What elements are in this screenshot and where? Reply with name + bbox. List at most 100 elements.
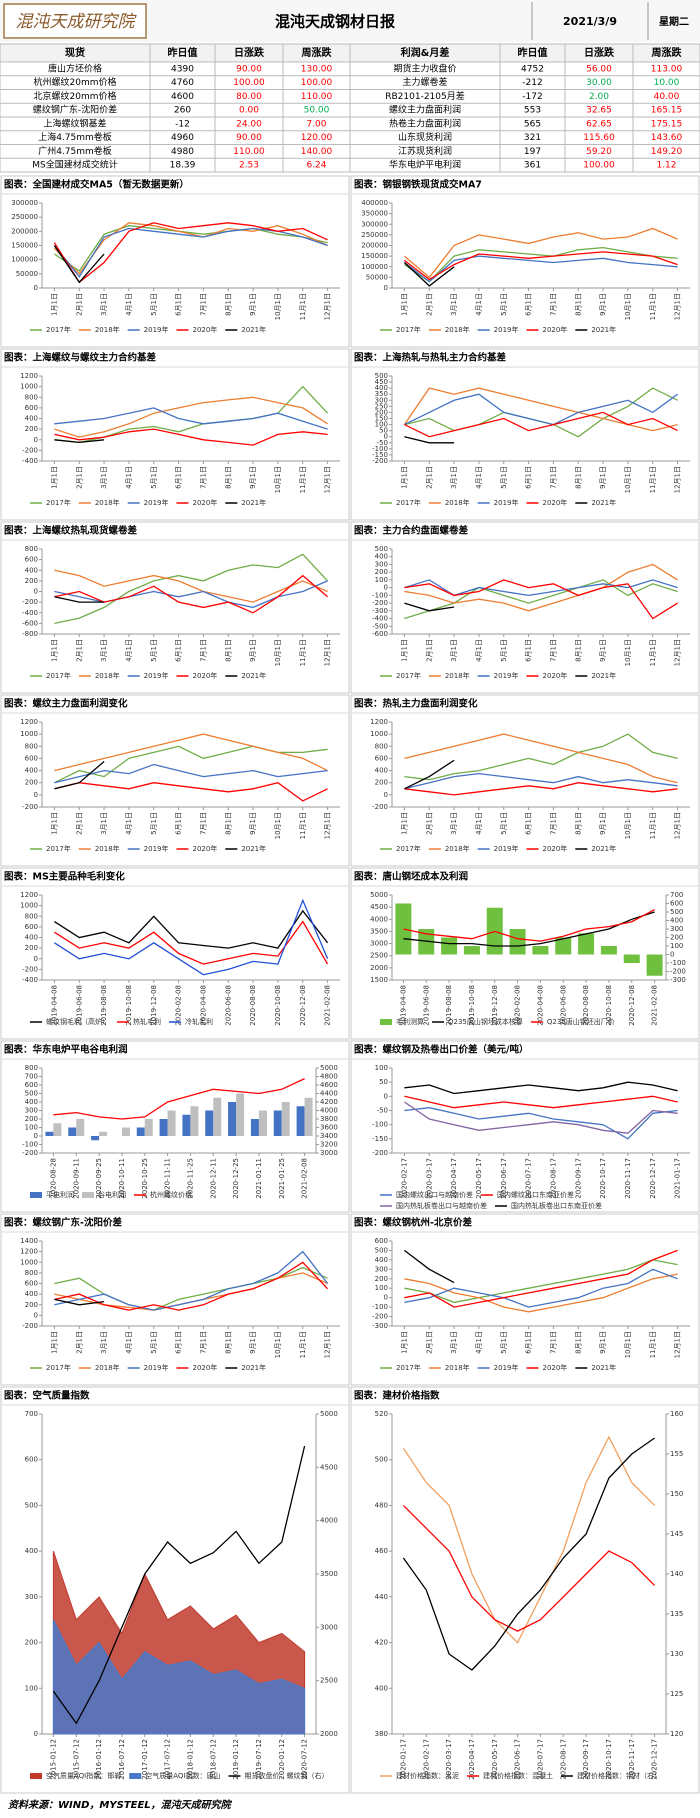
legend-label: 2021年 bbox=[241, 1363, 266, 1372]
x-tick-label: 10月1日 bbox=[274, 293, 282, 320]
legend-label: 2019年 bbox=[144, 1363, 169, 1372]
x-tick-label: 9月1日 bbox=[249, 466, 257, 489]
x-tick-label: 5月1日 bbox=[150, 466, 158, 489]
x-tick-label: 5月1日 bbox=[150, 639, 158, 662]
x-tick-label: 1月1日 bbox=[50, 1331, 58, 1354]
x-tick-label: 2020-10-25 bbox=[141, 1158, 149, 1199]
legend-label: 2017年 bbox=[46, 1363, 71, 1372]
x-tick-label: 8月1日 bbox=[574, 1331, 582, 1354]
legend-label: 2019年 bbox=[144, 498, 169, 507]
y-tick-label: -400 bbox=[22, 609, 38, 617]
table-cell: 175.15 bbox=[651, 119, 683, 129]
y-tick-label: 50000 bbox=[366, 273, 388, 281]
x-tick-label: 7月1日 bbox=[199, 639, 207, 662]
y-tick-label: 200 bbox=[25, 779, 38, 787]
bar bbox=[121, 1127, 130, 1136]
x-tick-label: 1月1日 bbox=[400, 293, 408, 316]
bar bbox=[205, 1110, 214, 1136]
chart-title: 图表：热轧主力盘面利润变化 bbox=[354, 698, 478, 710]
table-cell: 上海4.75mm卷板 bbox=[38, 131, 112, 143]
y-tick-label: 0 bbox=[384, 433, 388, 441]
bar bbox=[304, 1097, 313, 1136]
x-tick-label: 7月1日 bbox=[549, 1331, 557, 1354]
footer-source: 资料来源：WIND，MYSTEEL，混沌天成研究院 bbox=[8, 1799, 233, 1811]
series-line bbox=[53, 1078, 305, 1120]
series-line bbox=[54, 1250, 329, 1311]
x-tick-label: 2018-07-12 bbox=[209, 1739, 217, 1780]
y-tick-label: 800 bbox=[25, 742, 38, 750]
x-tick-label: 2021-01-17 bbox=[674, 1158, 682, 1199]
table-header-cell: 现货 bbox=[65, 46, 85, 59]
y-tick-label: 800 bbox=[25, 545, 38, 553]
x-tick-label: 1月1日 bbox=[50, 466, 58, 489]
x-tick-label: 9月1日 bbox=[249, 812, 257, 835]
table-cell: 4980 bbox=[171, 147, 194, 157]
y2-tick-label: 3400 bbox=[320, 1132, 338, 1140]
y-tick-label: 200 bbox=[375, 1275, 388, 1283]
x-tick-label: 2020-09-17 bbox=[582, 1739, 590, 1780]
x-tick-label: 2020-05-17 bbox=[491, 1739, 499, 1780]
y-tick-label: 300 bbox=[25, 1107, 38, 1115]
x-tick-label: 7月1日 bbox=[549, 812, 557, 835]
series-line bbox=[404, 772, 678, 790]
x-tick-label: 2020-06-17 bbox=[500, 1158, 508, 1199]
legend-label: 2019年 bbox=[494, 325, 519, 334]
table-cell: 130.00 bbox=[301, 64, 333, 74]
table-cell: 80.00 bbox=[236, 92, 262, 102]
y-tick-label: 400 bbox=[375, 553, 388, 561]
x-tick-label: 2016-07-12 bbox=[118, 1739, 126, 1780]
y-tick-label: 600 bbox=[375, 754, 388, 762]
table-cell: 4600 bbox=[171, 92, 194, 102]
x-tick-label: 2020-09-11 bbox=[72, 1158, 80, 1199]
y-tick-label: 600 bbox=[25, 1280, 38, 1288]
legend-label: 2021年 bbox=[591, 844, 616, 853]
x-tick-label: 5月1日 bbox=[500, 293, 508, 316]
x-tick-label: 5月1日 bbox=[150, 812, 158, 835]
table-cell: 361 bbox=[524, 161, 541, 171]
legend-label: 2017年 bbox=[46, 844, 71, 853]
legend-label: 2017年 bbox=[396, 671, 421, 680]
y-tick-label: 100000 bbox=[11, 256, 38, 264]
x-tick-label: 2月1日 bbox=[75, 466, 83, 489]
y-tick-label: 400 bbox=[375, 1256, 388, 1264]
y2-tick-label: 3500 bbox=[320, 1570, 338, 1578]
table-cell: 山东现货利润 bbox=[398, 131, 452, 143]
y-tick-label: 600 bbox=[25, 556, 38, 564]
y-tick-label: 800 bbox=[25, 1064, 38, 1072]
y-tick-label: 0 bbox=[34, 436, 38, 444]
y-tick-label: -100 bbox=[372, 1121, 388, 1129]
y-tick-label: -200 bbox=[372, 599, 388, 607]
x-tick-label: 7月1日 bbox=[199, 1331, 207, 1354]
y-tick-label: 480 bbox=[375, 1501, 388, 1509]
legend-label: 2017年 bbox=[396, 498, 421, 507]
series-line bbox=[54, 439, 105, 444]
series-line bbox=[404, 393, 678, 426]
y-tick-label: 1200 bbox=[20, 718, 38, 726]
legend-label: 毛利测算 bbox=[396, 1017, 424, 1026]
y-tick-label: 400 bbox=[25, 1098, 38, 1106]
table-cell: 1.12 bbox=[656, 161, 676, 171]
x-tick-label: 8月1日 bbox=[224, 1331, 232, 1354]
legend-swatch bbox=[30, 1192, 42, 1198]
series-line bbox=[54, 553, 329, 625]
x-tick-label: 11月1日 bbox=[299, 466, 307, 493]
legend-label: 2018年 bbox=[445, 844, 470, 853]
x-tick-label: 2月1日 bbox=[75, 293, 83, 316]
y2-tick-label: 120 bbox=[670, 1730, 683, 1738]
legend-label: 2018年 bbox=[445, 1363, 470, 1372]
x-tick-label: 9月1日 bbox=[599, 466, 607, 489]
bar bbox=[578, 933, 595, 955]
table-cell: 120.00 bbox=[301, 133, 333, 143]
y-tick-label: 150 bbox=[375, 415, 388, 423]
y-tick-label: 300000 bbox=[361, 220, 388, 228]
legend-swatch bbox=[129, 1773, 142, 1779]
y-tick-label: 3500 bbox=[370, 927, 388, 935]
x-tick-label: 2020-09-25 bbox=[95, 1158, 103, 1199]
table-cell: 2.00 bbox=[589, 92, 609, 102]
x-tick-label: 4月1日 bbox=[475, 466, 483, 489]
x-tick-label: 2019-04-08 bbox=[50, 985, 58, 1026]
series-line bbox=[404, 782, 678, 796]
x-tick-label: 10月1日 bbox=[274, 639, 282, 666]
y2-tick-label: 300 bbox=[670, 925, 683, 933]
table-cell: 唐山方坯价格 bbox=[48, 62, 102, 74]
